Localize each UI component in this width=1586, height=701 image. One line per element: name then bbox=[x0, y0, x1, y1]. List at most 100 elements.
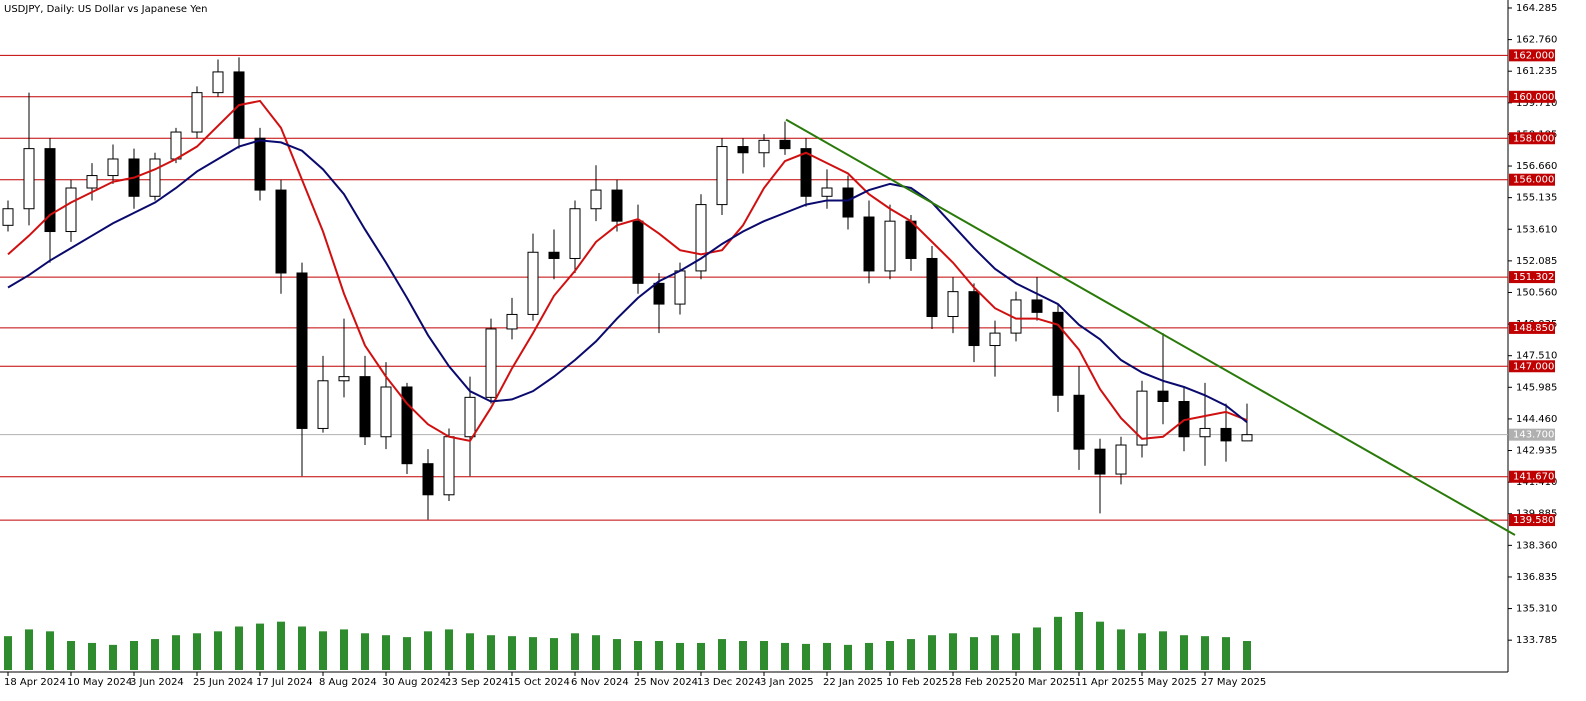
candle-body bbox=[1199, 427, 1211, 438]
x-tick-label: 27 May 2025 bbox=[1201, 677, 1266, 688]
candle-body bbox=[254, 137, 266, 191]
level-label: 160.000 bbox=[1513, 92, 1554, 103]
y-tick-label: 164.285 bbox=[1516, 3, 1557, 14]
candle-body bbox=[23, 148, 35, 210]
volume-bar bbox=[67, 641, 75, 670]
volume-bar bbox=[1180, 635, 1188, 670]
volume-bar bbox=[886, 641, 894, 670]
candle-body bbox=[107, 158, 119, 177]
volume-bar bbox=[844, 644, 852, 670]
candle-body bbox=[905, 220, 917, 259]
candle-body bbox=[968, 291, 980, 347]
volume-bar bbox=[4, 636, 12, 670]
candle-body bbox=[338, 376, 350, 382]
candle-body bbox=[926, 257, 938, 318]
y-tick-label: 161.235 bbox=[1516, 66, 1557, 77]
volume-bar bbox=[382, 635, 390, 670]
last-price-tag bbox=[1509, 428, 1555, 441]
volume-bar bbox=[1096, 621, 1104, 670]
candle-body bbox=[716, 146, 728, 206]
volume-bar bbox=[592, 635, 600, 670]
x-tick-label: 13 Dec 2024 bbox=[697, 677, 761, 688]
volume-bar bbox=[88, 642, 96, 670]
volume-bar bbox=[928, 635, 936, 670]
volume-bar bbox=[571, 633, 579, 670]
volume-bar bbox=[508, 636, 516, 670]
y-tick-label: 147.510 bbox=[1516, 351, 1557, 362]
level-label: 162.000 bbox=[1513, 50, 1554, 61]
y-tick-label: 142.935 bbox=[1516, 446, 1557, 457]
level-tag bbox=[1509, 132, 1555, 145]
volume-bar bbox=[130, 641, 138, 670]
moving-average bbox=[7, 139, 1248, 424]
candle-body bbox=[380, 386, 392, 438]
candle-body bbox=[1115, 444, 1127, 475]
candle-body bbox=[275, 189, 287, 274]
candle-body bbox=[1073, 394, 1085, 450]
volume-bar bbox=[970, 637, 978, 670]
x-tick-label: 3 Jan 2025 bbox=[760, 677, 814, 688]
last-price-label: 143.700 bbox=[1513, 430, 1554, 441]
chart-title: USDJPY, Daily: US Dollar vs Japanese Yen bbox=[4, 4, 208, 15]
x-tick-label: 11 Apr 2025 bbox=[1075, 677, 1137, 688]
volume-bar bbox=[361, 633, 369, 670]
candle-body bbox=[611, 189, 623, 222]
volume-bar bbox=[613, 639, 621, 670]
level-label: 151.302 bbox=[1513, 272, 1554, 283]
candle-body bbox=[1031, 299, 1043, 313]
volume-bar bbox=[487, 635, 495, 670]
volume-bar bbox=[823, 642, 831, 670]
x-tick-label: 10 Feb 2025 bbox=[886, 677, 948, 688]
volume-bar bbox=[151, 639, 159, 670]
y-tick-label: 150.560 bbox=[1516, 287, 1557, 298]
level-label: 158.000 bbox=[1513, 133, 1554, 144]
candle-body bbox=[884, 220, 896, 272]
volume-bar bbox=[214, 631, 222, 670]
candle-body bbox=[464, 396, 476, 438]
candle-body bbox=[296, 272, 308, 429]
x-tick-label: 25 Jun 2024 bbox=[193, 677, 253, 688]
x-tick-label: 6 Nov 2024 bbox=[571, 677, 629, 688]
candle-body bbox=[632, 220, 644, 284]
x-tick-label: 10 May 2024 bbox=[67, 677, 132, 688]
volume-bar bbox=[1222, 637, 1230, 670]
candle-body bbox=[212, 71, 224, 94]
y-tick-label: 136.835 bbox=[1516, 572, 1557, 583]
level-label: 139.580 bbox=[1513, 515, 1554, 526]
candle-body bbox=[359, 376, 371, 438]
volume-bar bbox=[739, 641, 747, 670]
volume-bar bbox=[319, 631, 327, 670]
volume-bar bbox=[46, 631, 54, 670]
candle-body bbox=[821, 187, 833, 197]
x-tick-label: 3 Jun 2024 bbox=[130, 677, 184, 688]
candle-body bbox=[1094, 448, 1106, 475]
volume-bar bbox=[676, 642, 684, 670]
candle-body bbox=[1157, 390, 1169, 403]
candle-body bbox=[485, 328, 497, 398]
candle-body bbox=[170, 131, 182, 160]
volume-bar bbox=[1033, 627, 1041, 670]
y-tick-label: 138.360 bbox=[1516, 540, 1557, 551]
candle-body bbox=[737, 146, 749, 154]
candle-body bbox=[695, 204, 707, 272]
volume-bar bbox=[235, 626, 243, 670]
volume-bar bbox=[424, 631, 432, 670]
candle-body bbox=[2, 208, 14, 226]
x-tick-label: 5 May 2025 bbox=[1138, 677, 1197, 688]
volume-bar bbox=[1117, 629, 1125, 670]
y-tick-label: 156.660 bbox=[1516, 161, 1557, 172]
y-tick-label: 135.310 bbox=[1516, 604, 1557, 615]
candle-body bbox=[674, 270, 686, 305]
volume-bar bbox=[1159, 631, 1167, 670]
y-tick-label: 145.985 bbox=[1516, 382, 1557, 393]
volume-bar bbox=[550, 638, 558, 670]
volume-bar bbox=[718, 639, 726, 670]
x-tick-label: 25 Nov 2024 bbox=[634, 677, 698, 688]
level-label: 141.670 bbox=[1513, 472, 1554, 483]
y-tick-label: 152.085 bbox=[1516, 256, 1557, 267]
x-tick-label: 30 Aug 2024 bbox=[382, 677, 446, 688]
level-tag bbox=[1509, 514, 1555, 527]
candle-body bbox=[590, 189, 602, 210]
level-tag bbox=[1509, 173, 1555, 186]
candle-body bbox=[569, 208, 581, 259]
